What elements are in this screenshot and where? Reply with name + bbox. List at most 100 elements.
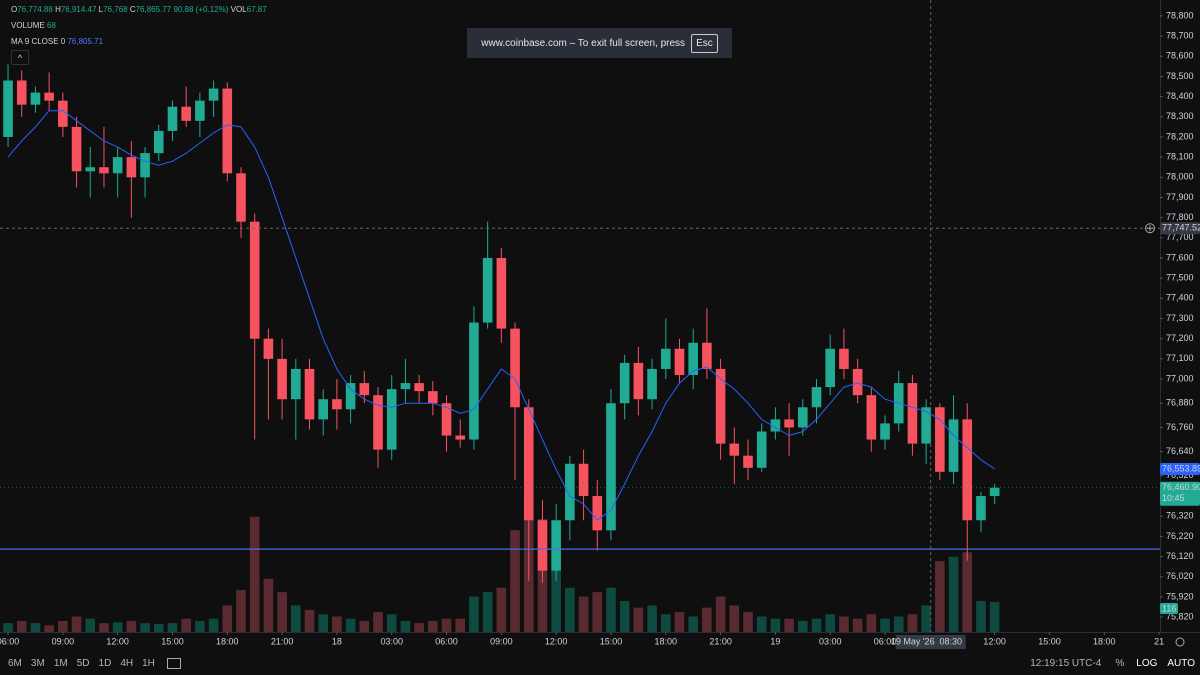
candle-body (756, 431, 767, 468)
volume-bar (798, 620, 808, 632)
volume-bar (85, 618, 96, 632)
y-tick-label: 78,300 (1166, 111, 1194, 121)
candle-body (907, 383, 918, 444)
volume-bar (304, 609, 315, 632)
y-tick-label: 78,400 (1166, 91, 1194, 101)
candle-body (935, 407, 945, 472)
y-tick-label: 76,320 (1166, 511, 1194, 521)
volume-bar (291, 605, 301, 632)
volume-bar (469, 596, 479, 632)
candle-body (153, 130, 164, 154)
y-tick-label: 76,880 (1166, 398, 1194, 408)
volume-bar (633, 607, 644, 632)
volume-bar (345, 618, 356, 632)
y-tick-label: 78,800 (1166, 10, 1194, 20)
value: 68 (47, 21, 56, 30)
y-tick-label: 76,020 (1166, 571, 1194, 581)
log-button[interactable]: LOG (1136, 658, 1158, 669)
candle-body (798, 407, 808, 428)
volume-bar (208, 618, 219, 632)
candle-body (263, 338, 274, 359)
volume-bar (578, 596, 589, 632)
y-tick-label: 77,700 (1166, 232, 1194, 242)
candle-body (962, 419, 973, 521)
x-tick-label: 15:00 (600, 636, 623, 646)
fullscreen-notice: www.coinbase.com – To exit full screen, … (467, 28, 732, 58)
label: H (55, 5, 61, 14)
volume-badge-bg (1160, 603, 1178, 614)
range-button[interactable]: 4H (120, 658, 134, 669)
volume-bar (935, 561, 945, 632)
range-button[interactable]: 3M (30, 658, 45, 669)
countdown: 10:45 (1162, 493, 1185, 503)
y-tick-label: 75,820 (1166, 611, 1194, 621)
candle-body (633, 362, 644, 400)
label: L (98, 5, 104, 14)
volume-bar (181, 618, 191, 632)
candle-body (688, 342, 698, 376)
y-tick-label: 78,000 (1166, 172, 1194, 182)
settings-icon[interactable] (1175, 637, 1185, 647)
volume-bar (386, 614, 397, 632)
crosshair-price-bg (1160, 222, 1200, 235)
percent-button[interactable]: % (1115, 658, 1125, 669)
volume-bar (3, 623, 13, 632)
candle-body (373, 395, 383, 450)
volume-bar (551, 556, 561, 632)
crosshair-plus[interactable] (1145, 223, 1155, 234)
notice-text: www.coinbase.com – To exit full screen, … (481, 37, 686, 49)
volume-bar (743, 612, 753, 632)
range-button[interactable]: 6M (8, 658, 22, 669)
x-tick-label: 18:00 (655, 636, 678, 646)
candle-body (496, 258, 507, 329)
volume-bar (332, 616, 342, 632)
last-price-bg (1160, 481, 1200, 506)
candle-body (16, 80, 27, 105)
volume-bar (71, 616, 82, 632)
y-tick-label: 76,760 (1166, 422, 1194, 432)
volume-bar (441, 618, 452, 632)
volume-bar (784, 618, 794, 632)
value: 76,774.88 (17, 5, 53, 14)
candle-body (523, 407, 534, 521)
chart: 78,800 78,700 78,600 78,500 78,400 78,300 78,2… (0, 0, 1200, 649)
x-tick-label: 15:00 (161, 636, 184, 646)
crosshair-date-bg (895, 635, 966, 649)
candle-body (619, 362, 630, 404)
candle-body (181, 106, 191, 121)
y-tick-label: 77,400 (1166, 293, 1194, 303)
volume-bar (839, 616, 849, 632)
volume-bar (880, 618, 890, 632)
volume-bar (112, 622, 123, 632)
volume-bar (702, 607, 712, 632)
candle-body (30, 92, 41, 105)
candle-body (345, 383, 356, 410)
label: MA 9 CLOSE 0 (11, 37, 66, 46)
collapse-button[interactable]: ^ (11, 50, 29, 65)
candle-body (825, 348, 836, 388)
candle-body (811, 387, 822, 408)
volume-bar (976, 601, 986, 632)
candle-body (222, 88, 233, 174)
date-range-icon[interactable] (166, 658, 181, 669)
volume-bar (222, 605, 233, 632)
candle-body (551, 520, 561, 571)
range-button[interactable]: 1H (142, 658, 155, 669)
range-button[interactable]: 1M (53, 658, 68, 669)
candle-body (674, 348, 685, 376)
volume-bar (58, 620, 68, 632)
range-button[interactable]: 5D (76, 658, 90, 669)
volume-bar (510, 530, 520, 632)
volume-bar (236, 589, 246, 632)
candle-body (770, 419, 781, 432)
candle-body (291, 368, 301, 400)
volume-bar (195, 620, 205, 632)
y-tick-label: 78,600 (1166, 51, 1194, 61)
crosshair-price: 77,747.52 (1162, 223, 1200, 233)
volume-bar (948, 556, 959, 632)
range-button[interactable]: 1D (98, 658, 112, 669)
auto-button[interactable]: AUTO (1167, 658, 1195, 669)
volume-bar (249, 516, 260, 632)
candle-body (592, 496, 603, 531)
time-axis-border (0, 632, 1200, 633)
